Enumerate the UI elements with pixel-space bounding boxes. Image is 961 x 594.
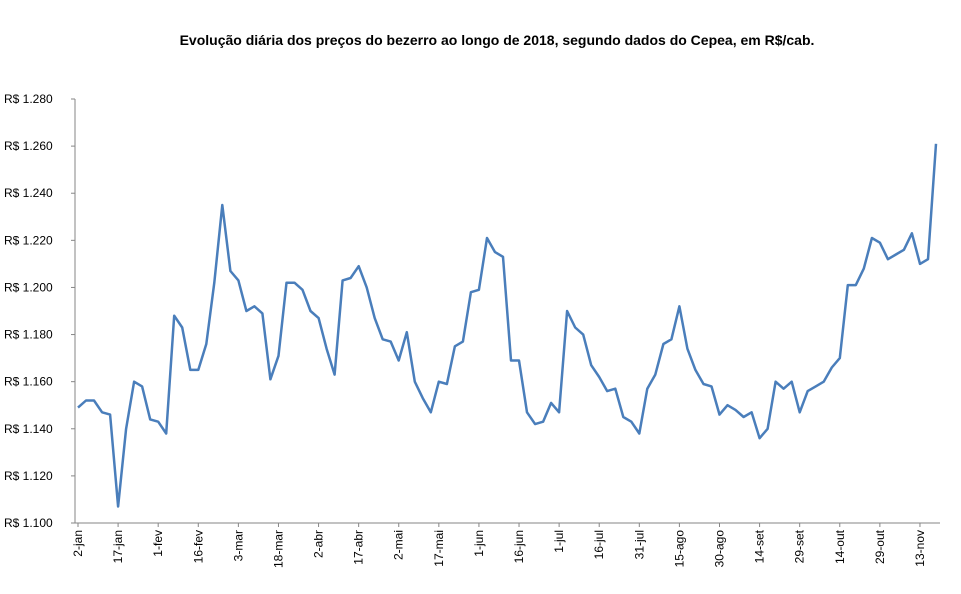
x-tick-label: 29-out (873, 529, 887, 564)
y-tick-label: R$ 1.100 (4, 516, 53, 530)
x-tick-label: 14-set (753, 529, 767, 563)
x-tick-label: 16-jul (592, 530, 606, 559)
y-tick-label: R$ 1.140 (4, 422, 53, 436)
y-tick-label: R$ 1.200 (4, 280, 53, 294)
y-tick-label: R$ 1.180 (4, 328, 53, 342)
y-tick-label: R$ 1.240 (4, 186, 53, 200)
x-tick-label: 17-mai (432, 530, 446, 567)
x-tick-label: 30-ago (712, 530, 726, 568)
x-tick-label: 2-jan (71, 530, 85, 557)
x-tick-label: 31-jul (632, 530, 646, 559)
x-tick-label: 2-abr (312, 530, 326, 558)
y-tick-label: R$ 1.220 (4, 233, 53, 247)
data-line (77, 143, 938, 508)
x-tick-label: 1-fev (151, 530, 165, 557)
x-tick-label: 17-jan (111, 530, 125, 563)
x-tick-label: 1-jul (552, 530, 566, 553)
x-tick-label: 18-mar (271, 530, 285, 568)
y-tick-label: R$ 1.260 (4, 139, 53, 153)
x-tick-label: 29-set (793, 529, 807, 563)
x-tick-label: 17-abr (352, 530, 366, 565)
chart-title: Evolução diária dos preços do bezerro ao… (180, 32, 815, 48)
x-tick-label: 16-fev (191, 530, 205, 563)
x-tick-label: 13-nov (913, 530, 927, 567)
x-tick-label: 2-mai (392, 530, 406, 560)
x-tick-label: 15-ago (672, 530, 686, 568)
x-tick-label: 16-jun (512, 530, 526, 563)
x-tick-label: 3-mar (231, 530, 245, 561)
x-tick-label: 1-jun (472, 530, 486, 557)
y-tick-label: R$ 1.160 (4, 375, 53, 389)
y-tick-label: R$ 1.280 (4, 92, 53, 106)
x-tick-label: 14-out (833, 529, 847, 564)
y-tick-label: R$ 1.120 (4, 469, 53, 483)
